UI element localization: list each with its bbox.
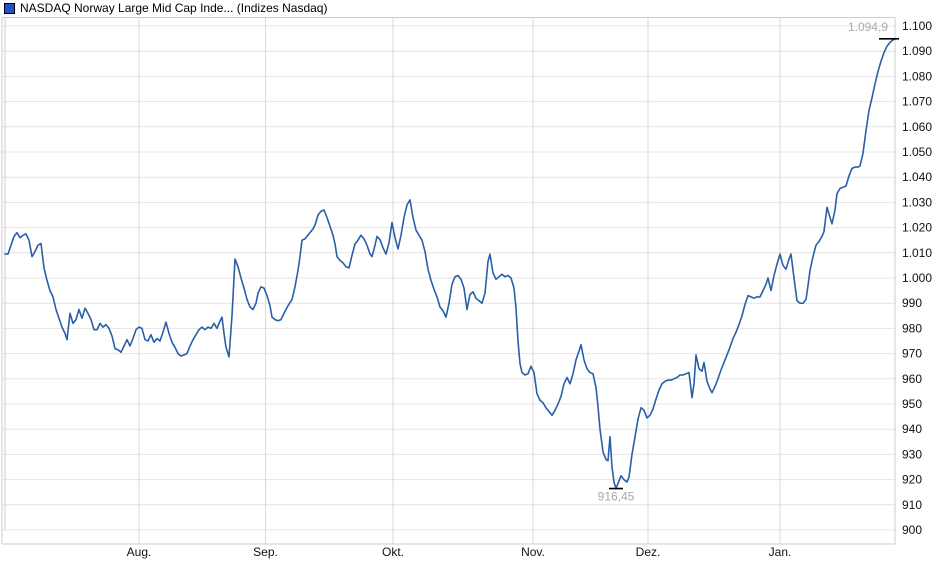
y-tick-label: 1.010 bbox=[902, 246, 932, 260]
y-tick-label: 960 bbox=[902, 372, 922, 386]
x-tick-label: Aug. bbox=[127, 545, 152, 559]
y-tick-label: 1.050 bbox=[902, 145, 932, 159]
x-tick-label: Okt. bbox=[382, 545, 404, 559]
y-tick-label: 1.090 bbox=[902, 44, 932, 58]
series-legend-swatch bbox=[4, 3, 15, 14]
y-tick-label: 970 bbox=[902, 347, 922, 361]
x-tick-label: Dez. bbox=[636, 545, 661, 559]
y-tick-label: 940 bbox=[902, 422, 922, 436]
y-tick-label: 980 bbox=[902, 321, 922, 335]
x-tick-label: Sep. bbox=[253, 545, 278, 559]
x-tick-label: Nov. bbox=[521, 545, 545, 559]
chart-header: NASDAQ Norway Large Mid Cap Inde... (Ind… bbox=[0, 0, 940, 16]
y-tick-label: 1.020 bbox=[902, 221, 932, 235]
y-tick-label: 910 bbox=[902, 498, 922, 512]
y-tick-label: 990 bbox=[902, 296, 922, 310]
y-tick-label: 950 bbox=[902, 397, 922, 411]
y-tick-label: 1.080 bbox=[902, 69, 932, 83]
y-tick-label: 1.030 bbox=[902, 195, 932, 209]
y-tick-label: 920 bbox=[902, 473, 922, 487]
y-tick-label: 900 bbox=[902, 523, 922, 537]
x-tick-label: Jan. bbox=[769, 545, 792, 559]
chart-title: NASDAQ Norway Large Mid Cap Inde... (Ind… bbox=[20, 1, 328, 15]
y-tick-label: 1.070 bbox=[902, 95, 932, 109]
price-line bbox=[4, 38, 896, 490]
y-tick-label: 1.000 bbox=[902, 271, 932, 285]
y-tick-label: 1.100 bbox=[902, 19, 932, 33]
y-tick-label: 1.040 bbox=[902, 170, 932, 184]
max-value-label: 1.094,9 bbox=[848, 20, 888, 34]
y-tick-label: 1.060 bbox=[902, 120, 932, 134]
min-value-label: 916,45 bbox=[598, 490, 635, 504]
y-tick-label: 930 bbox=[902, 447, 922, 461]
